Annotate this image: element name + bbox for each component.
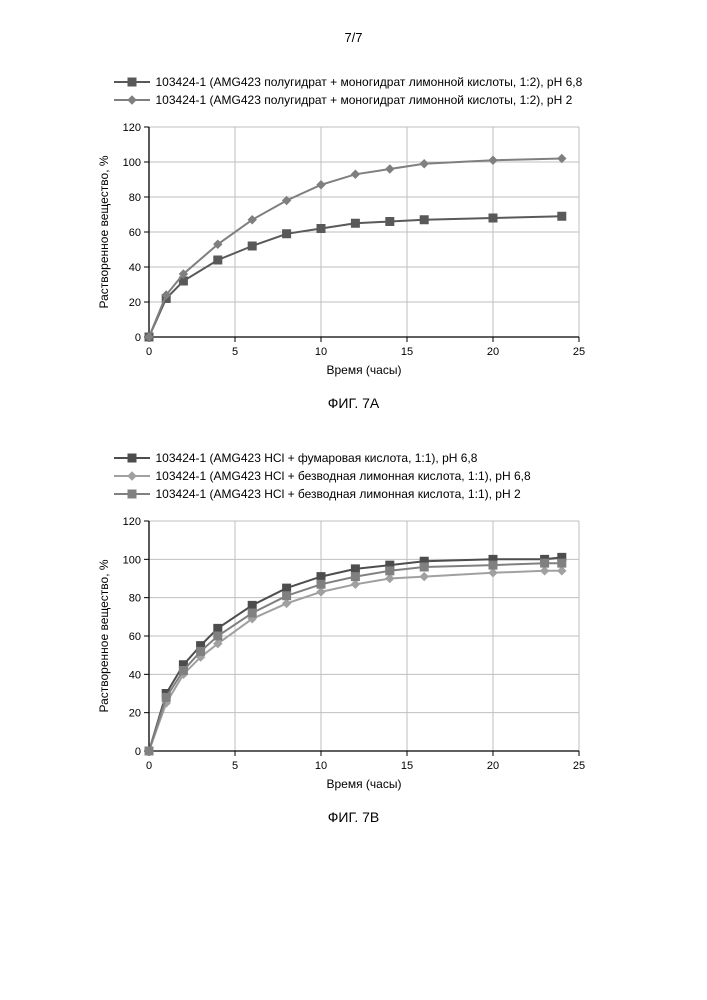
svg-text:80: 80 [128,192,140,204]
legend-entry: 103424-1 (AMG423 полугидрат + моногидрат… [114,93,614,107]
svg-text:0: 0 [145,760,151,772]
legend-label: 103424-1 (AMG423 полугидрат + моногидрат… [156,75,583,89]
svg-text:5: 5 [231,346,237,358]
svg-text:25: 25 [572,346,584,358]
svg-text:20: 20 [128,708,140,720]
svg-text:20: 20 [486,346,498,358]
legend-entry: 103424-1 (AMG423 HCl + безводная лимонна… [114,487,614,501]
legend-label: 103424-1 (AMG423 HCl + безводная лимонна… [156,469,531,483]
figure-7b: 103424-1 (AMG423 HCl + фумаровая кислота… [94,451,614,825]
page: 7/7 103424-1 (AMG423 полугидрат + моноги… [0,0,707,1000]
legend-label: 103424-1 (AMG423 HCl + безводная лимонна… [156,487,521,501]
svg-text:120: 120 [122,122,140,134]
figure-7a-legend: 103424-1 (AMG423 полугидрат + моногидрат… [114,75,614,107]
svg-text:Время (часы): Время (часы) [326,363,401,377]
svg-text:Растворенное вещество, %: Растворенное вещество, % [97,559,111,712]
legend-label: 103424-1 (AMG423 HCl + фумаровая кислота… [156,451,478,465]
legend-swatch [114,470,150,482]
svg-text:100: 100 [122,554,140,566]
svg-text:10: 10 [314,346,326,358]
svg-text:15: 15 [400,346,412,358]
svg-text:0: 0 [145,346,151,358]
legend-swatch [114,76,150,88]
svg-text:Время (часы): Время (часы) [326,777,401,791]
svg-text:100: 100 [122,157,140,169]
figure-7b-caption: ФИГ. 7B [94,809,614,825]
svg-text:60: 60 [128,631,140,643]
svg-text:0: 0 [134,332,140,344]
svg-text:Растворенное вещество, %: Растворенное вещество, % [97,155,111,308]
figure-7a-chart: 0 20 40 60 80 100 120 0 5 10 15 20 25 Время (часы) Рас… [94,117,614,387]
svg-text:60: 60 [128,227,140,239]
legend-swatch [114,94,150,106]
svg-text:40: 40 [128,262,140,274]
svg-text:5: 5 [231,760,237,772]
svg-text:10: 10 [314,760,326,772]
legend-entry: 103424-1 (AMG423 полугидрат + моногидрат… [114,75,614,89]
figure-7b-legend: 103424-1 (AMG423 HCl + фумаровая кислота… [114,451,614,501]
legend-entry: 103424-1 (AMG423 HCl + безводная лимонна… [114,469,614,483]
svg-text:120: 120 [122,516,140,528]
legend-label: 103424-1 (AMG423 полугидрат + моногидрат… [156,93,573,107]
svg-text:20: 20 [486,760,498,772]
svg-text:80: 80 [128,593,140,605]
svg-text:15: 15 [400,760,412,772]
legend-entry: 103424-1 (AMG423 HCl + фумаровая кислота… [114,451,614,465]
svg-text:40: 40 [128,669,140,681]
figure-7a: 103424-1 (AMG423 полугидрат + моногидрат… [94,75,614,411]
page-number: 7/7 [0,30,707,45]
svg-text:20: 20 [128,297,140,309]
legend-swatch [114,488,150,500]
figure-7a-caption: ФИГ. 7A [94,395,614,411]
figure-7b-chart: 0 20 40 60 80 100 120 0 5 10 15 20 25 Время (часы) Рас… [94,511,614,801]
legend-swatch [114,452,150,464]
svg-text:25: 25 [572,760,584,772]
svg-text:0: 0 [134,746,140,758]
